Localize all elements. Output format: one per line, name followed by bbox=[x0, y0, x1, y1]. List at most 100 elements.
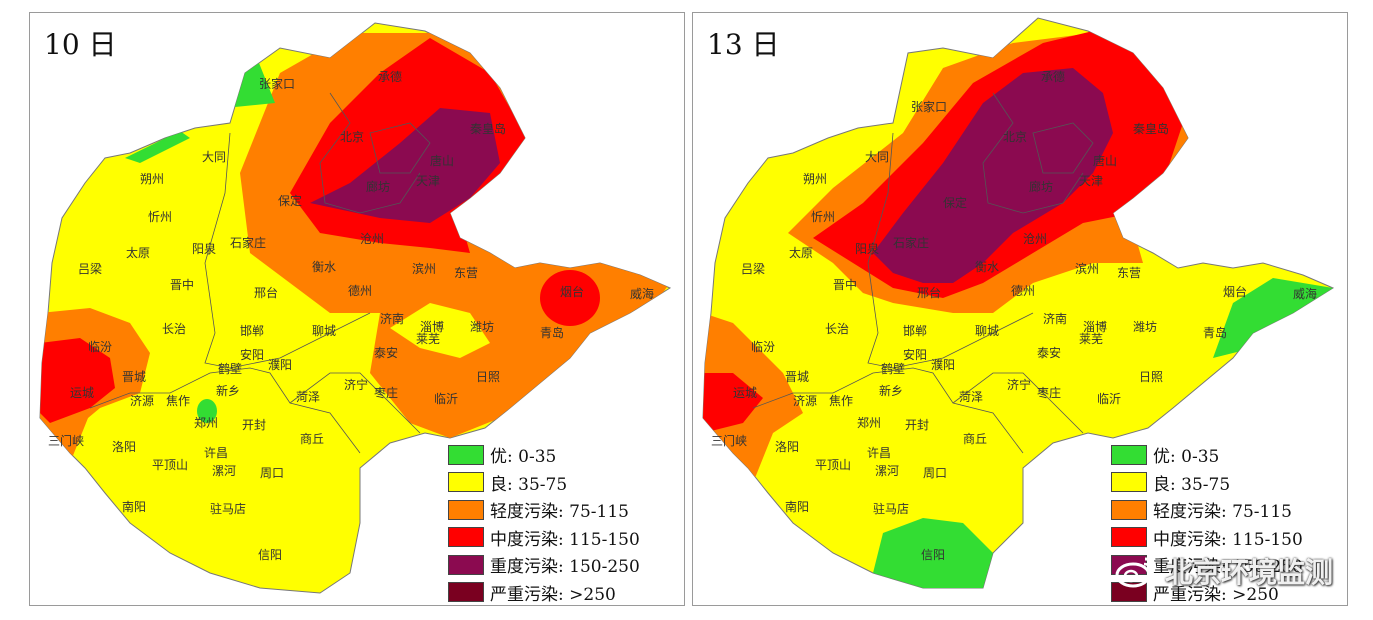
city-label: 太原 bbox=[789, 245, 813, 260]
city-label: 开封 bbox=[242, 418, 266, 432]
city-label: 衡水 bbox=[312, 260, 336, 274]
city-label: 朔州 bbox=[803, 171, 827, 186]
city-label: 莱芜 bbox=[416, 332, 440, 346]
city-label: 东营 bbox=[1117, 266, 1141, 280]
city-label: 天津 bbox=[416, 174, 440, 188]
city-label: 临沂 bbox=[1097, 392, 1121, 406]
city-label: 晋城 bbox=[122, 370, 146, 384]
watermark-text: 北京环境监测 bbox=[1164, 556, 1333, 589]
city-label: 信阳 bbox=[258, 548, 282, 562]
city-label: 石家庄 bbox=[230, 235, 266, 250]
city-label: 烟台 bbox=[560, 284, 584, 299]
city-label: 安阳 bbox=[903, 347, 927, 362]
province-borders bbox=[752, 92, 1094, 454]
city-label: 东营 bbox=[454, 266, 478, 280]
city-label: 洛阳 bbox=[112, 439, 136, 454]
legend-swatch bbox=[1111, 444, 1147, 465]
city-label: 青岛 bbox=[1203, 325, 1227, 340]
city-label: 鹤壁 bbox=[881, 361, 905, 376]
city-label: 淄博 bbox=[420, 319, 444, 334]
legend-label: 优: 0-35 bbox=[490, 447, 557, 468]
city-label: 朔州 bbox=[140, 171, 164, 186]
city-label: 新乡 bbox=[216, 383, 240, 398]
city-label: 濮阳 bbox=[931, 357, 955, 372]
city-label: 邯郸 bbox=[903, 323, 927, 338]
city-label: 石家庄 bbox=[893, 235, 929, 250]
legend-label: 重度污染: 150-250 bbox=[490, 557, 640, 578]
city-label: 日照 bbox=[476, 370, 500, 384]
zone-good-east bbox=[1213, 278, 1333, 358]
city-label: 济宁 bbox=[344, 377, 368, 392]
city-label: 鹤壁 bbox=[218, 361, 242, 376]
city-label: 吕梁 bbox=[78, 261, 102, 276]
city-label: 邢台 bbox=[917, 285, 941, 300]
legend-swatch bbox=[1111, 527, 1147, 548]
city-label: 威海 bbox=[630, 286, 654, 301]
legend-label: 中度污染: 115-150 bbox=[1153, 529, 1303, 550]
city-label: 漯河 bbox=[875, 464, 899, 478]
city-label: 阳泉 bbox=[855, 242, 879, 256]
city-label: 洛阳 bbox=[775, 439, 799, 454]
city-label: 济源 bbox=[130, 393, 154, 408]
legend-label: 优: 0-35 bbox=[1153, 447, 1220, 468]
city-label: 滨州 bbox=[412, 261, 436, 276]
zone-moderate-west bbox=[703, 373, 763, 433]
city-label: 威海 bbox=[1293, 286, 1317, 301]
city-label: 阳泉 bbox=[192, 242, 216, 256]
zone-moderate-west bbox=[40, 338, 115, 423]
city-label: 长治 bbox=[825, 322, 849, 336]
city-label: 济南 bbox=[380, 311, 404, 326]
city-label: 临沂 bbox=[434, 392, 458, 406]
legend-item: 重度污染: 150-250 bbox=[448, 551, 684, 579]
city-label: 邢台 bbox=[254, 285, 278, 300]
legend-item: 中度污染: 115-150 bbox=[1111, 524, 1347, 552]
province-borders bbox=[89, 92, 431, 454]
city-label: 临汾 bbox=[88, 340, 112, 354]
city-label: 枣庄 bbox=[1037, 385, 1061, 400]
city-label: 驻马店 bbox=[873, 501, 909, 516]
city-label: 青岛 bbox=[540, 325, 564, 340]
city-label: 长治 bbox=[162, 322, 186, 336]
city-label: 南阳 bbox=[122, 499, 146, 514]
day-label: 13 日 bbox=[707, 28, 780, 61]
city-label: 运城 bbox=[733, 386, 757, 400]
legend-swatch bbox=[448, 472, 484, 493]
city-labels: 承德 张家口 北京 秦皇岛 唐山 天津 廊坊 保定 大同 朔州 忻州 石家庄 沧… bbox=[711, 69, 1317, 562]
city-label: 秦皇岛 bbox=[470, 121, 506, 136]
city-label: 吕梁 bbox=[741, 261, 765, 276]
city-label: 莱芜 bbox=[1079, 332, 1103, 346]
city-label: 周口 bbox=[923, 466, 947, 480]
city-label: 保定 bbox=[278, 193, 302, 208]
city-label: 德州 bbox=[1011, 283, 1035, 298]
pollution-map-day-13: 承德 张家口 北京 秦皇岛 唐山 天津 廊坊 保定 大同 朔州 忻州 石家庄 沧… bbox=[702, 17, 1335, 589]
city-label: 聊城 bbox=[975, 324, 999, 338]
city-label: 滨州 bbox=[1075, 261, 1099, 276]
legend-swatch bbox=[1111, 499, 1147, 520]
zone-moderate-yantai bbox=[540, 270, 600, 326]
city-label: 北京 bbox=[1003, 130, 1027, 144]
city-label: 焦作 bbox=[166, 394, 190, 408]
legend-item: 良: 35-75 bbox=[1111, 469, 1347, 497]
city-label: 沧州 bbox=[1023, 231, 1047, 246]
city-label: 邯郸 bbox=[240, 323, 264, 338]
city-label: 济宁 bbox=[1007, 377, 1031, 392]
city-label: 潍坊 bbox=[470, 319, 494, 334]
city-label: 沧州 bbox=[360, 231, 384, 246]
legend-label: 轻度污染: 75-115 bbox=[1153, 502, 1292, 523]
city-label: 驻马店 bbox=[210, 501, 246, 516]
city-label: 信阳 bbox=[921, 548, 945, 562]
city-label: 泰安 bbox=[1037, 345, 1061, 360]
legend-swatch bbox=[1111, 582, 1147, 603]
city-label: 忻州 bbox=[811, 210, 835, 224]
legend-label: 轻度污染: 75-115 bbox=[490, 502, 629, 523]
map-panel-day-10: 承德 张家口 北京 秦皇岛 唐山 天津 廊坊 保定 大同 朔州 忻州 石家庄 沧… bbox=[29, 12, 685, 606]
city-label: 南阳 bbox=[785, 499, 809, 514]
city-label: 廊坊 bbox=[366, 179, 390, 194]
legend-swatch bbox=[448, 554, 484, 575]
legend-item: 优: 0-35 bbox=[448, 441, 684, 469]
city-label: 平顶山 bbox=[152, 458, 188, 472]
city-label: 承德 bbox=[378, 69, 402, 84]
city-label: 许昌 bbox=[867, 446, 891, 460]
city-labels: 承德 张家口 北京 秦皇岛 唐山 天津 廊坊 保定 大同 朔州 忻州 石家庄 沧… bbox=[48, 69, 654, 562]
city-label: 太原 bbox=[126, 245, 150, 260]
